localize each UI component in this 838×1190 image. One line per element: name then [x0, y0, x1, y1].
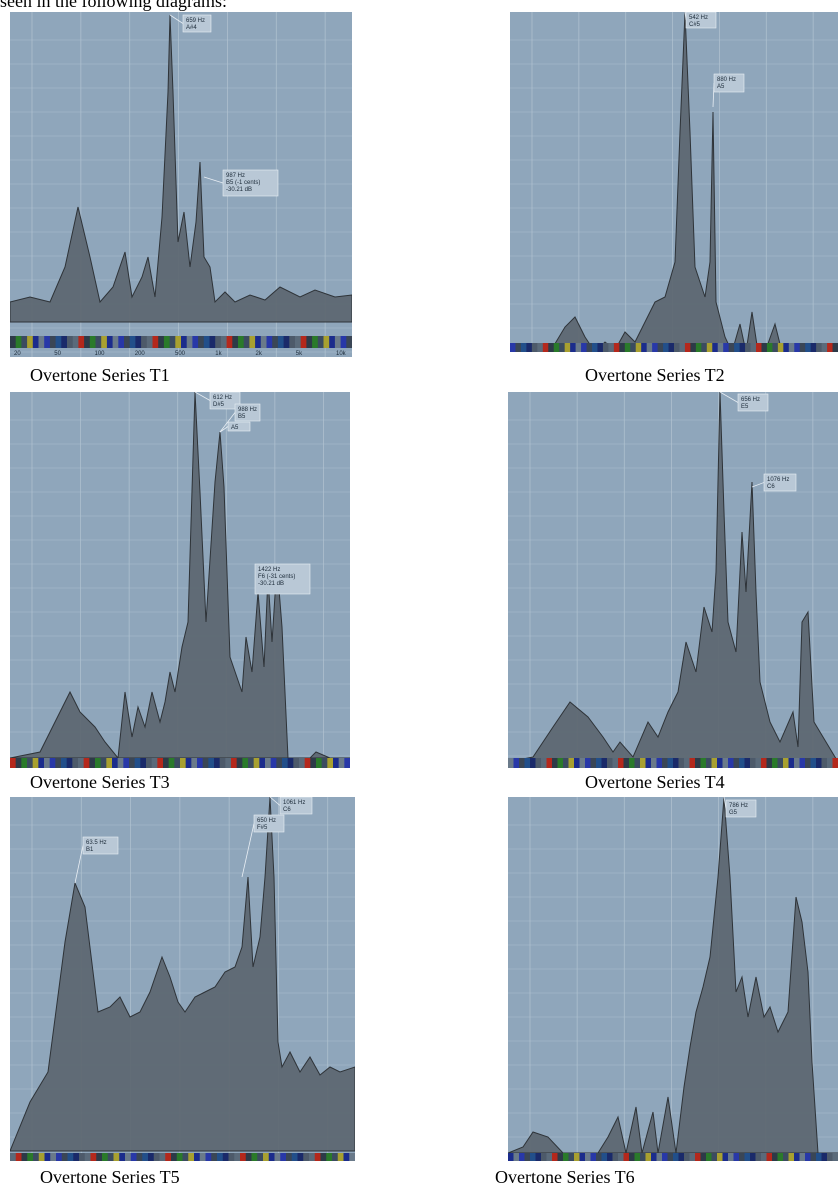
panel-caption-t5: Overtone Series T5 — [40, 1167, 180, 1188]
frequency-color-bar — [508, 758, 838, 768]
panel-caption-t2: Overtone Series T2 — [585, 365, 725, 386]
peak-annotation: A5 — [220, 422, 250, 432]
axis-tick-label: 2k — [256, 351, 263, 357]
annotation-text: C#5 — [689, 22, 701, 28]
spectrum-panel-t2: 542 Hz C#5 880 Hz A5 — [510, 12, 838, 352]
panel-caption-t1: Overtone Series T1 — [30, 365, 170, 386]
annotation-text: 1076 Hz — [767, 477, 789, 483]
annotation-text: 786 Hz — [729, 803, 748, 809]
peak-annotation: 650 HzF#5 — [242, 815, 284, 877]
annotation-text: A5 — [231, 425, 239, 431]
annotation-text: B5 (-1 cents) — [226, 180, 260, 186]
annotation-text: 63.5 Hz — [86, 840, 107, 846]
peak-annotation: 659 HzA#4 — [170, 15, 211, 32]
panel-caption-t4: Overtone Series T4 — [585, 772, 725, 793]
panel-caption-t3: Overtone Series T3 — [30, 772, 170, 793]
spectrum-panel-t4: 656 Hz E5 1076 Hz C6 — [508, 392, 838, 768]
frequency-color-bar — [508, 1153, 838, 1161]
annotation-text: C6 — [767, 484, 775, 490]
spectrum-envelope — [508, 797, 838, 1153]
annotation-text: 987 Hz — [226, 173, 245, 179]
spectrum-panel-t6: 786 Hz G5 — [508, 797, 838, 1161]
annotation-text: E5 — [741, 404, 749, 410]
axis-tick-label: 200 — [135, 351, 146, 357]
frequency-color-bar — [10, 758, 350, 768]
axis-tick-label: 10k — [336, 351, 347, 357]
peak-annotation: 542 HzC#5 — [685, 12, 716, 28]
frequency-color-bar — [10, 1153, 355, 1161]
panel-caption-t6: Overtone Series T6 — [495, 1167, 635, 1188]
annotation-text: 612 Hz — [213, 395, 232, 401]
axis-tick-label: 100 — [95, 351, 106, 357]
spectrum-plot: 20 50 100 200 500 1k 2k 5k 10k 659 HzA#4 987 HzB5 … — [10, 12, 352, 357]
annotation-text: F6 (-31 cents) — [258, 574, 295, 580]
annotation-text: 988 Hz — [238, 407, 257, 413]
annotation-text: 1422 Hz — [258, 567, 280, 573]
axis-tick-label: 20 — [14, 351, 21, 357]
frequency-color-bar — [10, 336, 352, 348]
axis-tick-label: 5k — [296, 351, 303, 357]
annotation-text: B1 — [86, 847, 94, 853]
axis-tick-label: 1k — [215, 351, 222, 357]
annotation-text: -30.21 dB — [258, 581, 284, 587]
spectrum-envelope — [550, 12, 838, 352]
spectrum-panel-t5: 63.5 Hz B1 650 Hz F#5 1061 Hz C6 — [10, 797, 355, 1161]
annotation-text: 656 Hz — [741, 397, 760, 403]
spectrum-envelope — [508, 392, 838, 762]
annotation-text: F#5 — [257, 825, 268, 831]
annotation-text: 659 Hz — [186, 18, 205, 24]
annotation-text: 1061 Hz — [283, 800, 305, 806]
frequency-color-bar — [510, 343, 838, 352]
annotation-text: A#4 — [186, 25, 197, 31]
annotation-text: G5 — [729, 810, 738, 816]
annotation-text: A5 — [717, 84, 725, 90]
annotation-text: 650 Hz — [257, 818, 276, 824]
annotation-text: B5 — [238, 414, 246, 420]
annotation-text: 880 Hz — [717, 77, 736, 83]
spectrum-envelope — [10, 15, 352, 322]
annotation-text: -30.21 dB — [226, 187, 252, 193]
spectrum-envelope — [10, 797, 355, 1151]
axis-tick-label: 50 — [54, 351, 61, 357]
annotation-text: 542 Hz — [689, 15, 708, 21]
axis-tick-label: 500 — [175, 351, 186, 357]
peak-annotation: 612 HzD#5 — [195, 392, 240, 409]
spectrum-panel-t1: 20 50 100 200 500 1k 2k 5k 10k 659 Hz A#4 987 Hz B5 … — [10, 12, 352, 357]
intro-text: seen in the following diagrams: — [0, 0, 227, 12]
spectrum-panel-t3: 612 Hz D#5 988 Hz B5 A5 1422 Hz F6 (-31 cents)… — [10, 392, 350, 768]
annotation-text: C6 — [283, 807, 291, 813]
annotation-text: D#5 — [213, 402, 225, 408]
